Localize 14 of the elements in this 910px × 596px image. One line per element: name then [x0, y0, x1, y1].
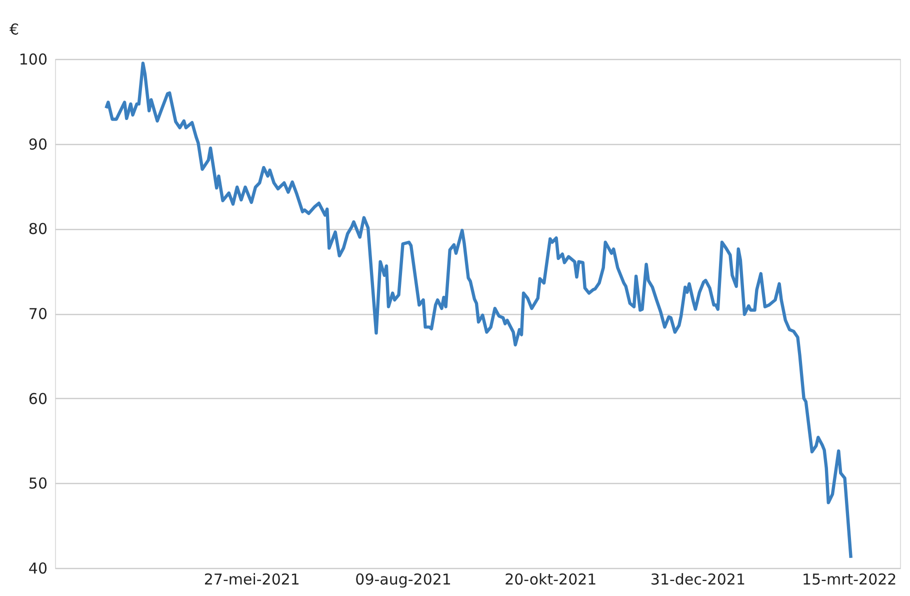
y-tick-label: 90 — [28, 135, 48, 154]
x-tick-label: 09-aug-2021 — [355, 570, 452, 588]
x-tick-label: 15-mrt-2022 — [802, 570, 897, 588]
y-tick-label: 80 — [28, 220, 48, 238]
y-tick-label: 100 — [18, 50, 48, 68]
y-tick-label: 60 — [28, 390, 48, 408]
y-tick-label: 50 — [28, 474, 48, 493]
y-tick-label: 70 — [28, 305, 48, 323]
y-tick-label: 40 — [28, 560, 48, 578]
x-tick-label: 27-mei-2021 — [204, 570, 300, 588]
y-axis-title: € — [10, 20, 20, 38]
line-series — [104, 62, 852, 560]
x-tick-label: 20-okt-2021 — [504, 570, 597, 588]
x-tick-label: 31-dec-2021 — [650, 570, 746, 588]
